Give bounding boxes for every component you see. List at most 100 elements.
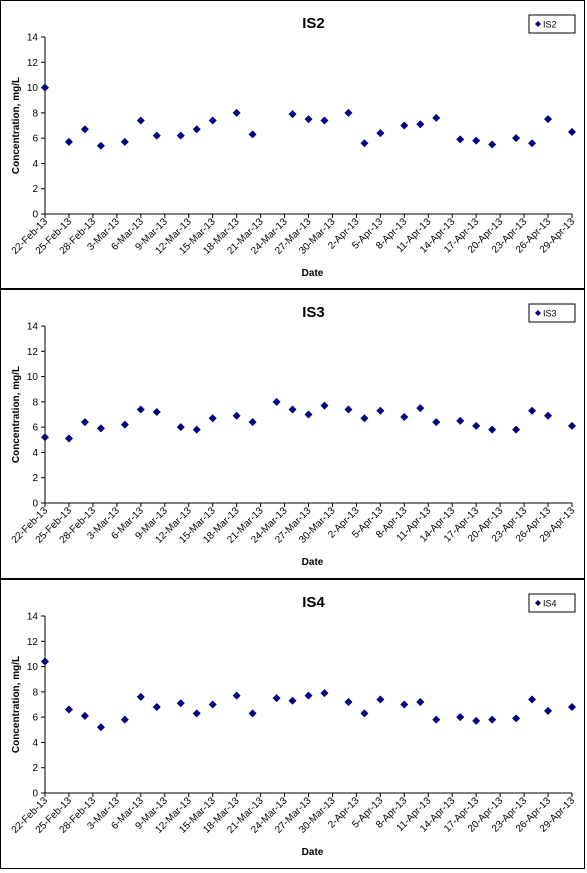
data-point xyxy=(289,697,297,705)
y-axis-title: Concentration, mg/L xyxy=(11,366,22,463)
data-point xyxy=(177,423,185,431)
legend: IS2 xyxy=(529,15,575,33)
y-tick-label: 12 xyxy=(27,347,39,358)
y-tick-label: 0 xyxy=(32,789,38,800)
data-point xyxy=(360,414,368,422)
data-point xyxy=(488,426,496,434)
data-point xyxy=(137,116,145,124)
data-point xyxy=(376,129,384,137)
y-tick-label: 6 xyxy=(32,713,38,724)
y-tick-label: 8 xyxy=(32,397,38,408)
data-point xyxy=(472,422,480,430)
data-point xyxy=(512,714,520,722)
legend-label: IS4 xyxy=(543,599,557,609)
data-point xyxy=(97,142,105,150)
data-point xyxy=(289,405,297,413)
data-point xyxy=(320,689,328,697)
chart-is3: IS30246810121422-Feb-1325-Feb-1328-Feb-1… xyxy=(1,290,584,578)
data-point xyxy=(320,402,328,410)
y-tick-label: 10 xyxy=(27,662,39,673)
y-tick-label: 2 xyxy=(32,473,38,484)
data-point xyxy=(305,115,313,123)
data-point xyxy=(233,412,241,420)
y-tick-label: 8 xyxy=(32,687,38,698)
legend: IS3 xyxy=(529,304,575,322)
chart-is4: IS40246810121422-Feb-1325-Feb-1328-Feb-1… xyxy=(1,580,584,868)
legend: IS4 xyxy=(529,594,575,612)
data-point xyxy=(568,703,576,711)
data-point xyxy=(209,414,217,422)
data-point xyxy=(512,426,520,434)
data-point xyxy=(400,413,408,421)
legend-label: IS3 xyxy=(543,309,557,319)
y-tick-label: 6 xyxy=(32,134,38,145)
data-point xyxy=(193,125,201,133)
data-point xyxy=(488,140,496,148)
y-tick-label: 12 xyxy=(27,58,39,69)
data-point xyxy=(344,698,352,706)
data-point xyxy=(305,411,313,419)
x-axis-title: Date xyxy=(302,268,324,279)
data-point xyxy=(344,405,352,413)
data-point xyxy=(488,716,496,724)
data-point xyxy=(472,137,480,145)
data-point xyxy=(153,132,161,140)
legend-label: IS2 xyxy=(543,20,557,30)
data-point xyxy=(97,424,105,432)
y-tick-label: 0 xyxy=(32,499,38,510)
data-point xyxy=(65,435,73,443)
data-point xyxy=(528,139,536,147)
data-point xyxy=(121,138,129,146)
y-tick-label: 14 xyxy=(27,322,39,333)
data-point xyxy=(41,84,49,92)
y-axis-title: Concentration, mg/L xyxy=(11,656,22,753)
data-point xyxy=(233,109,241,117)
data-point xyxy=(376,407,384,415)
data-point xyxy=(400,122,408,130)
data-point xyxy=(305,692,313,700)
data-point xyxy=(81,418,89,426)
data-point xyxy=(137,405,145,413)
data-point xyxy=(193,426,201,434)
y-tick-label: 8 xyxy=(32,108,38,119)
data-point xyxy=(432,418,440,426)
data-point xyxy=(273,694,281,702)
data-point xyxy=(81,712,89,720)
y-tick-label: 6 xyxy=(32,423,38,434)
data-point xyxy=(544,412,552,420)
data-point xyxy=(432,716,440,724)
data-point xyxy=(472,717,480,725)
data-point xyxy=(249,709,257,717)
data-point xyxy=(456,135,464,143)
data-point xyxy=(41,433,49,441)
data-point xyxy=(360,709,368,717)
data-point xyxy=(544,115,552,123)
y-tick-label: 12 xyxy=(27,637,39,648)
data-point xyxy=(153,408,161,416)
data-point xyxy=(209,701,217,709)
data-point xyxy=(249,130,257,138)
data-point xyxy=(177,699,185,707)
y-tick-label: 14 xyxy=(27,33,39,44)
data-point xyxy=(512,134,520,142)
data-point xyxy=(289,110,297,118)
data-point xyxy=(416,120,424,128)
data-point xyxy=(456,417,464,425)
data-point xyxy=(456,713,464,721)
data-point xyxy=(360,139,368,147)
chart-title: IS4 xyxy=(302,594,325,611)
data-point xyxy=(193,709,201,717)
data-point xyxy=(528,407,536,415)
chart-title: IS2 xyxy=(302,15,325,32)
y-tick-label: 4 xyxy=(32,159,38,170)
y-tick-label: 10 xyxy=(27,372,39,383)
y-tick-label: 2 xyxy=(32,763,38,774)
chart-title: IS3 xyxy=(302,304,325,321)
chart-is2: IS20246810121422-Feb-1325-Feb-1328-Feb-1… xyxy=(1,1,584,288)
data-point xyxy=(177,132,185,140)
y-tick-label: 14 xyxy=(27,612,39,623)
data-point xyxy=(249,418,257,426)
data-point xyxy=(344,109,352,117)
x-axis-title: Date xyxy=(302,847,324,858)
